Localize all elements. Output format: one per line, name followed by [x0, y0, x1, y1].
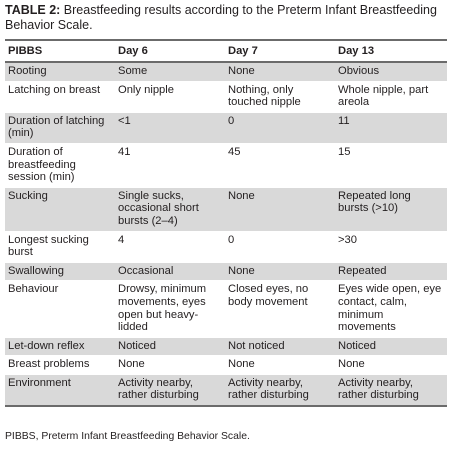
measure-cell: Let-down reflex: [5, 337, 115, 357]
column-header-day-7: Day 7: [225, 39, 335, 63]
day-13-cell: 15: [335, 143, 447, 188]
day-13-cell: Repeated: [335, 262, 447, 282]
day-7-cell: Closed eyes, no body movement: [225, 280, 335, 338]
pibbs-results-table: PIBBS Day 6 Day 7 Day 13 Rooting Some None…: [5, 39, 447, 408]
day-7-cell: 0: [225, 231, 335, 263]
day-13-cell: Noticed: [335, 337, 447, 357]
day-7-cell: None: [225, 62, 335, 82]
table-row: Duration of breastfeeding session (min) 4…: [5, 143, 447, 188]
day-6-cell: Occasional: [115, 262, 225, 282]
table-caption: TABLE 2: Breastfeeding results according…: [5, 3, 451, 33]
day-13-cell: Whole nipple, part areola: [335, 81, 447, 113]
measure-cell: Sucking: [5, 187, 115, 232]
table-row: Rooting Some None Obvious: [5, 62, 447, 82]
day-13-cell: >30: [335, 231, 447, 263]
day-13-cell: Repeated long bursts (>10): [335, 187, 447, 232]
day-13-cell: 11: [335, 112, 447, 144]
measure-cell: Longest sucking burst: [5, 231, 115, 263]
day-6-cell: Drowsy, minimum movements, eyes open but…: [115, 280, 225, 338]
day-6-cell: <1: [115, 112, 225, 144]
day-6-cell: Activity nearby, rather disturbing: [115, 374, 225, 408]
day-13-cell: None: [335, 355, 447, 375]
measure-cell: Latching on breast: [5, 81, 115, 113]
column-header-pibbs: PIBBS: [5, 39, 115, 63]
day-6-cell: Noticed: [115, 337, 225, 357]
measure-cell: Duration of breastfeeding session (min): [5, 143, 115, 188]
table-row: Environment Activity nearby, rather distu…: [5, 374, 447, 408]
column-header-day-6: Day 6: [115, 39, 225, 63]
table-footnote: PIBBS, Preterm Infant Breastfeeding Beha…: [5, 431, 250, 442]
table-caption-label: TABLE 2:: [5, 3, 61, 17]
day-6-cell: None: [115, 355, 225, 375]
day-6-cell: Single sucks, occasional short bursts (2…: [115, 187, 225, 232]
table-header-row: PIBBS Day 6 Day 7 Day 13: [5, 39, 447, 63]
measure-cell: Breast problems: [5, 355, 115, 375]
day-6-cell: 41: [115, 143, 225, 188]
table-row: Longest sucking burst 4 0 >30: [5, 231, 447, 263]
day-7-cell: 45: [225, 143, 335, 188]
day-7-cell: Nothing, only touched nipple: [225, 81, 335, 113]
day-6-cell: Only nipple: [115, 81, 225, 113]
day-7-cell: 0: [225, 112, 335, 144]
table-row: Breast problems None None None: [5, 355, 447, 375]
table-row: Behaviour Drowsy, minimum movements, eyes…: [5, 280, 447, 338]
measure-cell: Swallowing: [5, 262, 115, 282]
measure-cell: Rooting: [5, 62, 115, 82]
table-body: Rooting Some None Obvious Latching on breast…: [5, 62, 447, 408]
day-13-cell: Activity nearby, rather disturbing: [335, 374, 447, 408]
table-row: Sucking Single sucks, occasional short bu…: [5, 187, 447, 232]
table-caption-text: Breastfeeding results according to the P…: [5, 3, 437, 32]
measure-cell: Duration of latching (min): [5, 112, 115, 144]
day-7-cell: Activity nearby, rather disturbing: [225, 374, 335, 408]
table-row: Swallowing Occasional None Repeated: [5, 262, 447, 282]
measure-cell: Environment: [5, 374, 115, 408]
day-7-cell: None: [225, 355, 335, 375]
table-row: Let-down reflex Noticed Not noticed Noticed: [5, 337, 447, 357]
day-6-cell: Some: [115, 62, 225, 82]
day-6-cell: 4: [115, 231, 225, 263]
column-header-day-13: Day 13: [335, 39, 447, 63]
day-13-cell: Obvious: [335, 62, 447, 82]
day-13-cell: Eyes wide open, eye contact, calm, minim…: [335, 280, 447, 338]
table-row: Duration of latching (min) <1 0 11: [5, 112, 447, 144]
day-7-cell: None: [225, 262, 335, 282]
measure-cell: Behaviour: [5, 280, 115, 338]
day-7-cell: None: [225, 187, 335, 232]
table-row: Latching on breast Only nipple Nothing, on…: [5, 81, 447, 113]
day-7-cell: Not noticed: [225, 337, 335, 357]
